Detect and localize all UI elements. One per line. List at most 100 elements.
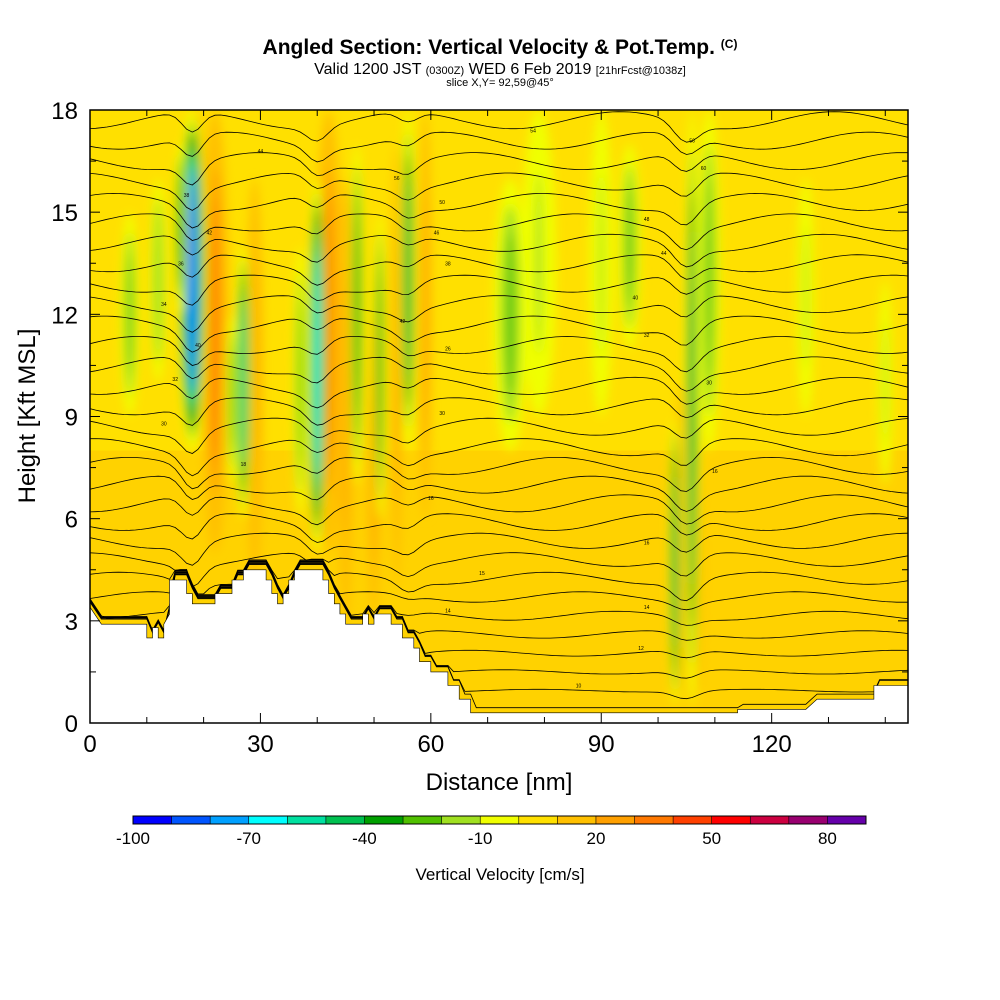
downdraft-band-x106: [690, 229, 694, 587]
updraft-band-x42: [325, 198, 332, 465]
x-tick-label: 120: [752, 731, 792, 758]
theta-contour-8: [90, 562, 908, 659]
colorbar-label: -100: [116, 829, 150, 848]
theta-contour-26: [90, 475, 908, 512]
downdraft-band-x95: [627, 184, 632, 308]
contour-label: 48: [644, 217, 650, 223]
terrain-shape: [90, 569, 908, 723]
terrain: [90, 569, 908, 723]
contour-label: 30: [439, 411, 445, 417]
colorbar-swatch: [171, 816, 211, 824]
theta-contour-52: [90, 213, 908, 251]
colorbar-label: 20: [586, 829, 605, 848]
y-tick-label: 6: [65, 507, 78, 534]
downdraft-band-x90: [598, 171, 604, 356]
theta-contour-58: [90, 152, 908, 186]
contour-label: 14: [644, 605, 650, 611]
theta-contour-2: [90, 564, 908, 709]
theta-contour-40: [90, 336, 908, 373]
contour-label: 56: [394, 176, 400, 182]
colorbar-label: 80: [818, 829, 837, 848]
colorbar-swatch: [673, 816, 713, 824]
colorbar-swatch: [557, 816, 597, 824]
contour-label: 36: [178, 261, 184, 267]
theta-contour-56: [90, 172, 908, 211]
downdraft-band-x7: [127, 253, 132, 376]
colorbar-swatch: [750, 816, 790, 824]
contour-label: 10: [576, 684, 582, 690]
colorbar-label: -40: [352, 829, 377, 848]
downdraft-band-x12: [156, 218, 160, 342]
theta-contour-38: [90, 356, 908, 392]
contour-label: 32: [172, 377, 178, 383]
downdraft-band-x27: [241, 300, 245, 465]
colorbar-swatch: [287, 816, 327, 824]
theta-contour-6: [90, 562, 908, 679]
theta-contour-48: [90, 254, 908, 286]
contour-label: 16: [712, 469, 718, 475]
contour-label: 16: [644, 541, 650, 547]
colorbar-swatch: [403, 816, 443, 824]
contour-label: 18: [241, 462, 247, 468]
downdraft-band-x47: [355, 212, 359, 417]
colorbar-swatch: [634, 816, 674, 824]
contour-label: 54: [530, 128, 536, 134]
contour-label: 15: [479, 571, 485, 577]
colorbar-swatch: [364, 816, 404, 824]
theta-contour-20: [90, 532, 908, 566]
downdraft-band-x103: [673, 474, 677, 649]
contour-label: 50: [439, 200, 445, 206]
colorbar-swatch: [711, 816, 751, 824]
downdraft-band-x56: [406, 178, 410, 383]
y-tick-label: 15: [51, 200, 78, 227]
colorbar-label: 50: [702, 829, 721, 848]
velocity-bands: [120, 110, 893, 706]
contour-label: 40: [195, 343, 201, 349]
colorbar: -100 -70 -40 -10 20 50 80: [116, 815, 867, 848]
downdraft-band-x79: [535, 171, 543, 356]
theta-contour-62: [90, 111, 908, 143]
theta-contour-34: [90, 397, 908, 426]
colorbar-swatch: [480, 816, 520, 824]
theta-contour-60: [90, 131, 908, 163]
x-axis-title: Distance [nm]: [426, 769, 573, 796]
contour-labels: 30 32 34 36 38 42 40 44 18 42 56 50 46 38 26 30 16 15 14 54…: [161, 128, 718, 689]
colorbar-label: -10: [468, 829, 493, 848]
theta-contour-4: [90, 563, 908, 700]
contour-label: 60: [701, 166, 707, 172]
updraft-band-x59: [423, 191, 427, 437]
downdraft-band-x140: [883, 321, 887, 444]
contour-label: 38: [184, 193, 190, 199]
contour-label: 12: [638, 646, 644, 652]
x-axis: 0 30 60 90 120: [83, 110, 886, 758]
theta-contour-24: [90, 494, 908, 526]
colorbar-swatch: [518, 816, 558, 824]
downdraft-band-x40: [315, 253, 320, 478]
colorbar-swatch: [325, 816, 365, 824]
plot-area: 30 32 34 36 38 42 40 44 18 42 56 50 46 38 26 30 16 15 14 54…: [90, 110, 908, 723]
x-tick-label: 30: [247, 731, 274, 758]
slice-label: slice X,Y= 92,59@45°: [446, 77, 554, 89]
downdraft-band-x109: [706, 178, 712, 383]
contour-label: 44: [661, 251, 667, 257]
colorbar-swatch: [210, 816, 250, 824]
theta-contour-30: [90, 438, 908, 477]
downdraft-band-x37: [298, 300, 302, 465]
contour-label: 42: [207, 231, 213, 237]
y-tick-label: 12: [51, 302, 78, 329]
theta-contour-12: [90, 560, 908, 626]
y-tick-label: 0: [65, 711, 78, 738]
colorbar-swatch: [441, 816, 481, 824]
contour-label: 40: [633, 295, 639, 301]
theta-contour-50: [90, 233, 908, 268]
theta-contour-46: [90, 274, 908, 306]
updraft-band-x45: [343, 266, 348, 533]
chart-title: Angled Section: Vertical Velocity & Pot.…: [262, 36, 738, 59]
theta-contour-18: [90, 552, 908, 588]
theta-contour-54: [90, 192, 908, 229]
theta-contours: [90, 111, 908, 709]
contour-label: 44: [258, 149, 264, 155]
colorbar-swatch: [827, 816, 867, 824]
